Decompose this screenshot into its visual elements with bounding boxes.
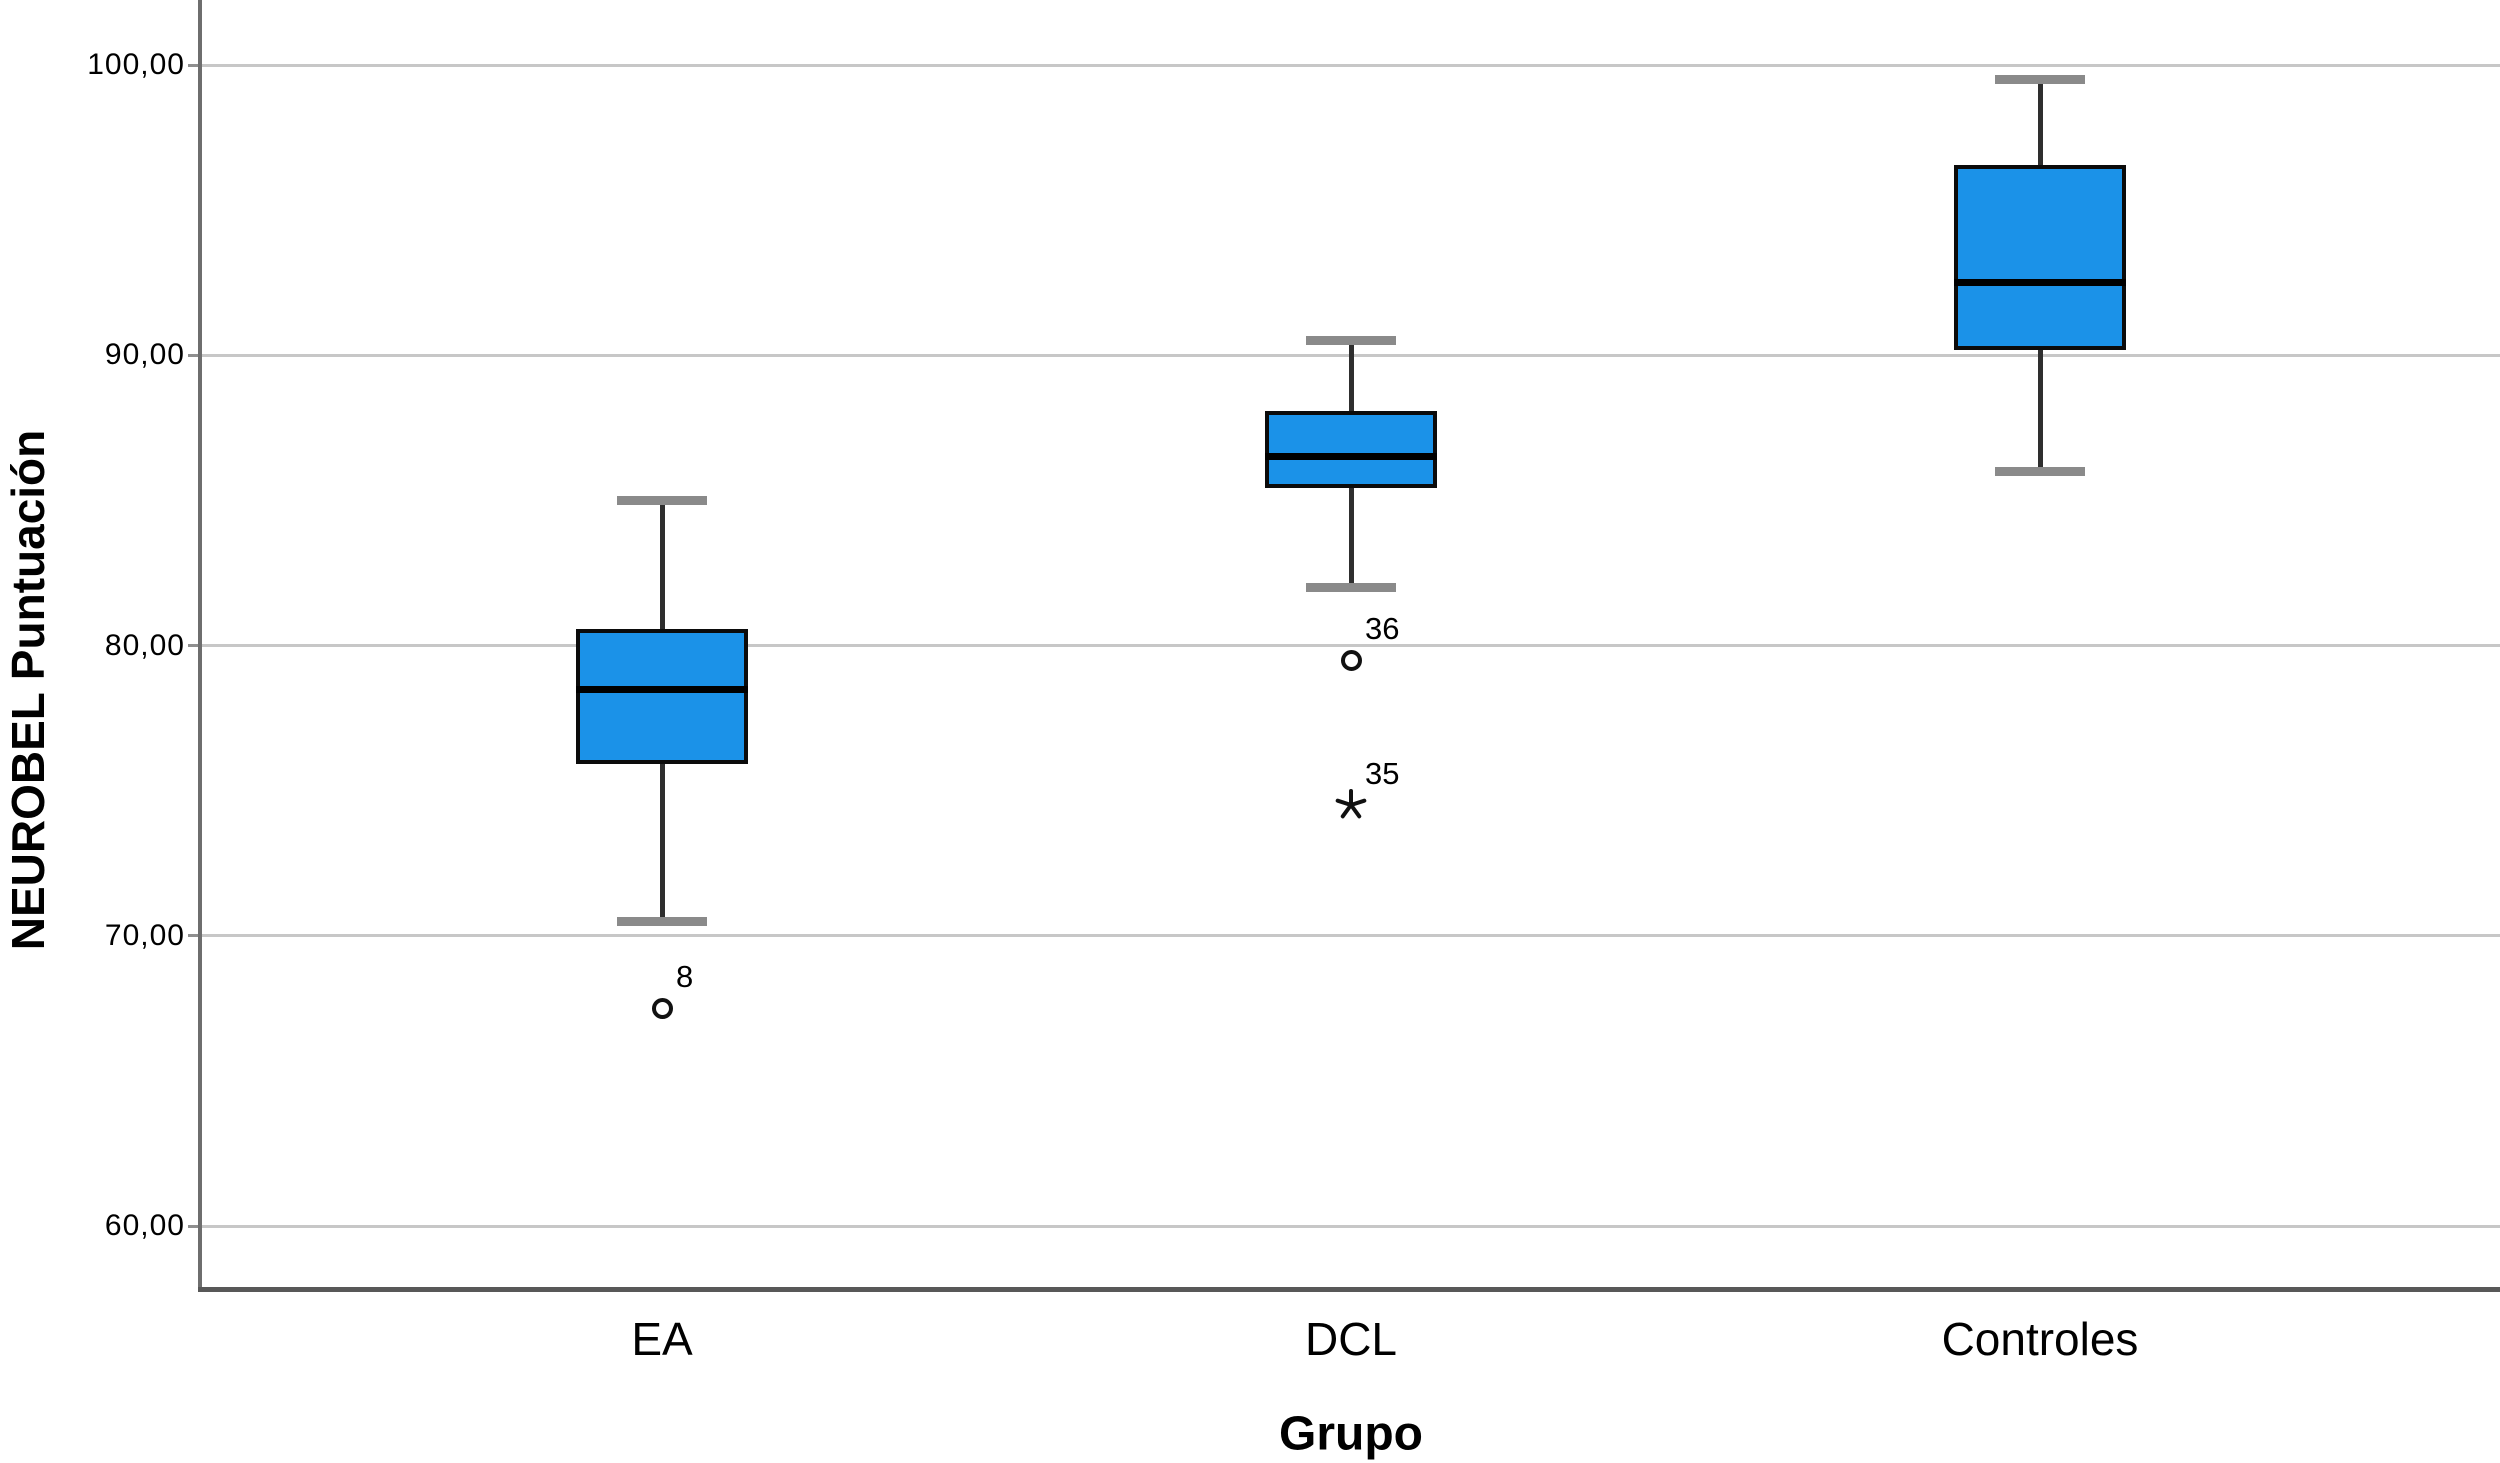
gridline-80 xyxy=(202,644,2500,647)
whisker-cap-max-EA xyxy=(617,495,707,505)
outlier-marker-circle-8 xyxy=(651,997,673,1019)
y-axis-line xyxy=(198,0,202,1290)
whisker-lower-DCL xyxy=(1348,481,1354,588)
gridline-100 xyxy=(202,63,2500,67)
outlier-label-35: 35 xyxy=(1365,756,1400,792)
y-tick-label-70: 70,00 xyxy=(104,918,185,952)
whisker-upper-DCL xyxy=(1348,340,1354,418)
x-category-label-DCL: DCL xyxy=(1304,1313,1398,1365)
whisker-lower-EA xyxy=(659,757,665,922)
outlier-label-8: 8 xyxy=(676,959,694,995)
outlier-marker-circle-36 xyxy=(1340,649,1362,671)
box-DCL xyxy=(1265,411,1437,488)
whisker-upper-EA xyxy=(659,500,665,635)
median-Controles xyxy=(1954,279,2126,287)
y-axis-tick-100 xyxy=(188,63,200,67)
whisker-cap-max-Controles xyxy=(1995,75,2085,84)
gridline-70 xyxy=(202,934,2500,938)
y-tick-label-90: 90,00 xyxy=(104,338,185,372)
x-category-label-Controles: Controles xyxy=(1941,1313,2139,1365)
y-axis-tick-60 xyxy=(188,1224,200,1228)
median-DCL xyxy=(1265,453,1437,461)
y-tick-label-60: 60,00 xyxy=(104,1209,185,1242)
box-Controles xyxy=(1954,164,2126,350)
outlier-marker-star-35 xyxy=(1334,788,1368,822)
whisker-upper-Controles xyxy=(2037,79,2043,171)
y-axis-tick-70 xyxy=(188,934,200,938)
median-EA xyxy=(576,685,748,693)
outlier-label-36: 36 xyxy=(1365,611,1400,646)
y-tick-label-100: 100,00 xyxy=(87,48,185,81)
y-axis-tick-80 xyxy=(188,644,200,647)
whisker-cap-min-DCL xyxy=(1306,582,1396,592)
box-EA xyxy=(576,628,748,764)
whisker-cap-min-EA xyxy=(617,916,707,926)
x-category-label-EA: EA xyxy=(631,1313,693,1365)
x-axis-line xyxy=(198,1287,2500,1292)
gridline-60 xyxy=(202,1224,2500,1228)
whisker-lower-Controles xyxy=(2037,343,2043,472)
x-axis-title: Grupo xyxy=(1279,1407,1423,1461)
y-tick-label-80: 80,00 xyxy=(104,628,185,662)
whisker-cap-min-Controles xyxy=(1995,466,2085,476)
y-axis-tick-90 xyxy=(188,353,200,357)
whisker-cap-max-DCL xyxy=(1306,336,1396,346)
